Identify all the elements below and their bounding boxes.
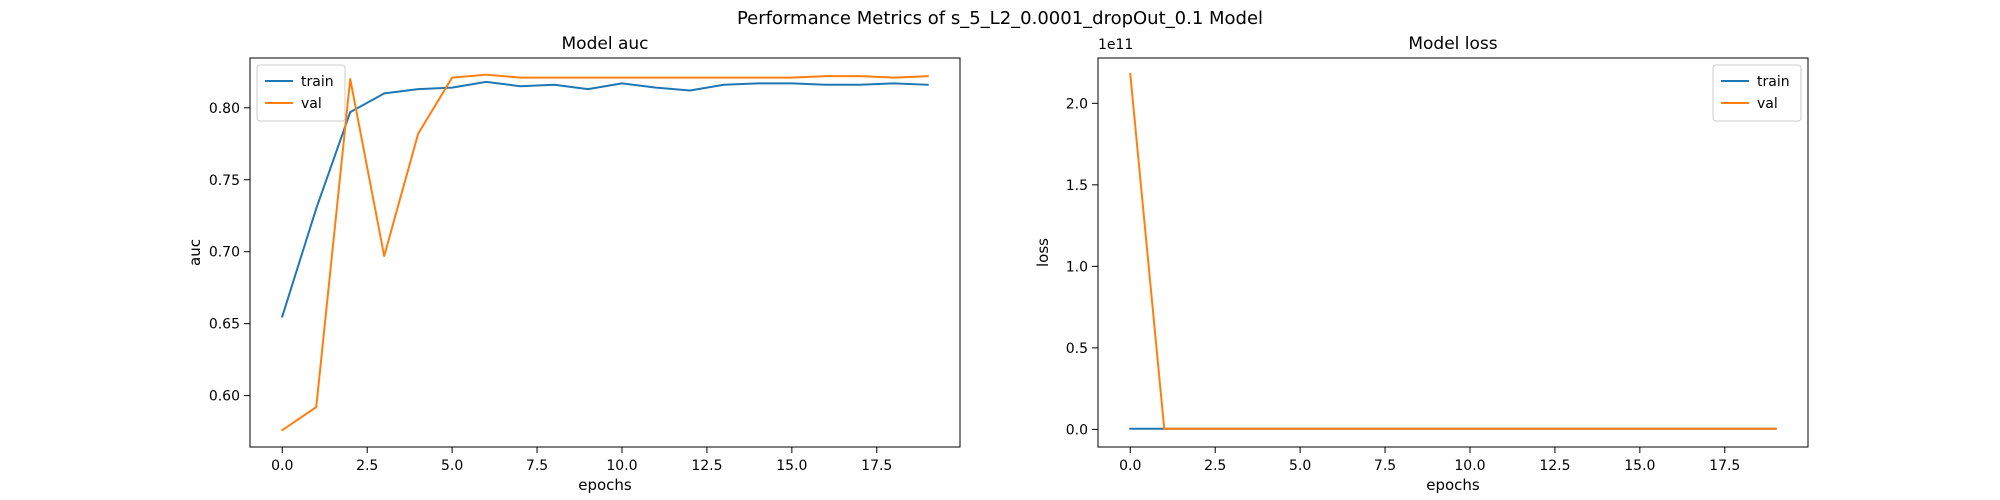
auc-x-tick-label: 0.0 <box>271 458 293 474</box>
auc-y-tick-label: 0.60 <box>209 389 240 405</box>
auc-legend-label-val: val <box>301 96 322 112</box>
loss-chart-title: Model loss <box>1408 34 1497 54</box>
loss-y-tick-label: 0.5 <box>1066 341 1088 357</box>
auc-y-axis-label: auc <box>186 239 204 266</box>
auc-x-tick-label: 2.5 <box>356 458 378 474</box>
auc-axes-frame <box>249 57 961 448</box>
loss-x-tick-label: 15.0 <box>1624 458 1655 474</box>
loss-y-tick-label: 1.5 <box>1066 178 1088 194</box>
loss-x-tick-label: 10.0 <box>1454 458 1485 474</box>
loss-series-line-val <box>1129 72 1777 430</box>
loss-y-tick-label: 0.0 <box>1066 422 1088 438</box>
loss-x-tick-label: 17.5 <box>1709 458 1740 474</box>
auc-x-tick-label: 17.5 <box>861 458 892 474</box>
loss-x-axis-label: epochs <box>1426 476 1480 494</box>
auc-series-line-val <box>280 73 929 432</box>
auc-legend: train val <box>256 64 346 122</box>
loss-y-offset-label: 1e11 <box>1098 37 1133 53</box>
auc-x-tick-label: 7.5 <box>526 458 548 474</box>
chart-loss: 0.0 2.5 5.0 7.5 10.0 12.5 15.0 17.5 0.0 0.5 1.0 1.5… <box>1034 34 1809 494</box>
loss-x-tick-label: 5.0 <box>1289 458 1311 474</box>
loss-y-tick-label: 1.0 <box>1066 259 1088 275</box>
chart-auc: 0.0 2.5 5.0 7.5 10.0 12.5 15.0 17.5 0.60 0.65 0.70… <box>186 34 961 494</box>
auc-x-tick-label: 12.5 <box>691 458 722 474</box>
auc-x-tick-label: 15.0 <box>776 458 807 474</box>
loss-y-axis-label: loss <box>1034 238 1052 267</box>
auc-series-line-train <box>281 80 929 318</box>
auc-legend-box <box>256 64 346 122</box>
loss-legend: train val <box>1712 64 1802 122</box>
loss-x-tick-label: 7.5 <box>1374 458 1396 474</box>
auc-x-axis-label: epochs <box>578 476 632 494</box>
figure-suptitle: Performance Metrics of s_5_L2_0.0001_dro… <box>737 8 1263 29</box>
loss-y-tick-label: 2.0 <box>1066 96 1088 112</box>
loss-legend-label-val: val <box>1757 96 1778 112</box>
auc-y-tick-label: 0.65 <box>209 317 240 333</box>
auc-y-tick-label: 0.70 <box>209 245 240 261</box>
auc-legend-label-train: train <box>301 74 334 90</box>
loss-legend-label-train: train <box>1757 74 1790 90</box>
loss-x-tick-label: 2.5 <box>1204 458 1226 474</box>
auc-chart-title: Model auc <box>562 34 649 54</box>
auc-y-tick-label: 0.80 <box>209 101 240 117</box>
auc-y-tick-label: 0.75 <box>209 173 240 189</box>
loss-x-tick-label: 0.0 <box>1119 458 1141 474</box>
loss-x-tick-label: 12.5 <box>1539 458 1570 474</box>
loss-legend-box <box>1712 64 1802 122</box>
auc-x-tick-label: 10.0 <box>606 458 637 474</box>
auc-x-tick-label: 5.0 <box>441 458 463 474</box>
loss-axes-frame <box>1097 57 1809 448</box>
